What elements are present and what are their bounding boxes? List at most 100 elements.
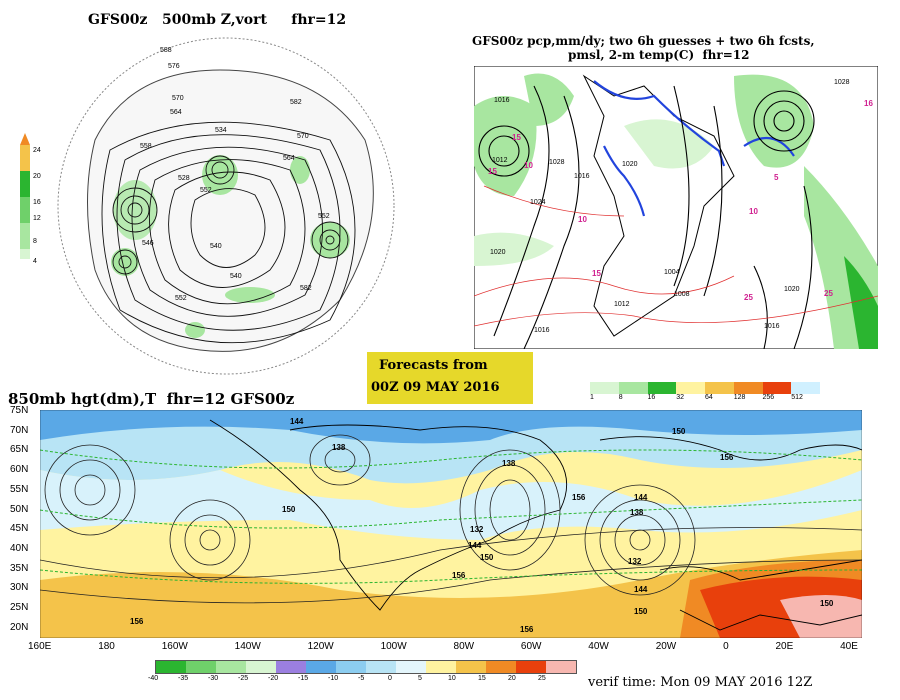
cbar850-label: 25: [538, 675, 546, 682]
svg-text:150: 150: [480, 553, 494, 562]
cbarp-label-1: 1: [590, 394, 594, 401]
svg-text:138: 138: [332, 443, 346, 452]
cbarp-label-128: 128: [733, 394, 746, 401]
svg-text:582: 582: [300, 285, 312, 292]
svg-text:564: 564: [283, 155, 295, 162]
svg-text:1020: 1020: [490, 249, 506, 256]
lon-label: 20E: [775, 641, 794, 652]
svg-text:1016: 1016: [494, 97, 510, 104]
lat-axis: 75N 70N 65N 60N 55N 50N 45N 40N 35N 30N …: [10, 405, 40, 633]
cbar850-label: -35: [178, 675, 189, 682]
svg-text:564: 564: [170, 109, 182, 116]
svg-text:156: 156: [572, 493, 586, 502]
lat-label: 20N: [10, 621, 29, 633]
svg-text:144: 144: [290, 417, 304, 426]
svg-text:15: 15: [512, 133, 521, 142]
panel-850mb-title: 850mb hgt(dm),T fhr=12 GFS00z: [8, 390, 295, 408]
svg-text:1020: 1020: [784, 286, 800, 293]
svg-text:156: 156: [130, 617, 144, 626]
lon-label: 60W: [520, 641, 542, 652]
svg-text:132: 132: [628, 557, 642, 566]
cbar850-label: -5: [358, 675, 365, 682]
cbar500-label-8: 8: [33, 238, 37, 245]
verif-time: verif time: Mon 09 MAY 2016 12Z: [588, 675, 813, 690]
cbar850-label: 5: [418, 675, 422, 682]
lat-label: 75N: [10, 405, 29, 416]
svg-text:552: 552: [318, 213, 330, 220]
svg-text:528: 528: [178, 175, 190, 182]
svg-text:144: 144: [634, 493, 648, 502]
cbar850-label: -40: [148, 675, 159, 682]
svg-text:1020: 1020: [622, 161, 638, 168]
svg-text:552: 552: [200, 187, 212, 194]
svg-text:540: 540: [210, 243, 222, 250]
cbar850-label: -10: [328, 675, 339, 682]
svg-text:1012: 1012: [492, 157, 508, 164]
svg-text:540: 540: [230, 273, 242, 280]
svg-text:570: 570: [297, 133, 309, 140]
svg-text:15: 15: [488, 167, 497, 176]
lat-label: 70N: [10, 424, 29, 436]
cbar850-label: 15: [478, 675, 486, 682]
svg-text:1008: 1008: [674, 291, 690, 298]
cbar850-label: -20: [268, 675, 279, 682]
svg-text:1004: 1004: [664, 269, 680, 276]
svg-text:1016: 1016: [574, 173, 590, 180]
colorbar-500mb: [20, 133, 30, 259]
cbarp-label-512: 512: [791, 394, 803, 401]
cbar500-label-20: 20: [33, 173, 41, 180]
lon-label: 140W: [234, 641, 261, 652]
panel-precip-title-1: GFS00z pcp,mm/dy; two 6h guesses + two 6…: [472, 34, 815, 48]
cbar500-label-12: 12: [33, 215, 41, 222]
forecast-box-line2: 00Z 09 MAY 2016: [371, 380, 500, 395]
svg-text:150: 150: [634, 607, 648, 616]
svg-text:1016: 1016: [764, 323, 780, 330]
svg-text:558: 558: [140, 143, 152, 150]
cbarp-label-8: 8: [618, 394, 623, 401]
svg-text:1028: 1028: [549, 159, 565, 166]
svg-text:150: 150: [282, 505, 296, 514]
lon-label: 100W: [380, 641, 407, 652]
lon-label: 0: [723, 641, 729, 652]
svg-text:156: 156: [520, 625, 534, 634]
cbarp-label-32: 32: [676, 394, 685, 401]
lat-label: 45N: [10, 523, 29, 535]
lat-label: 35N: [10, 562, 29, 574]
cbar500-label-4: 4: [33, 258, 37, 265]
lon-label: 40E: [840, 641, 858, 652]
cbarp-label-256: 256: [762, 394, 775, 401]
lon-label: 160W: [161, 641, 188, 652]
cbar850-label: -15: [298, 675, 309, 682]
lon-label: 160E: [28, 641, 52, 652]
forecast-box-line1: Forecasts from: [379, 358, 488, 373]
colorbar-850mb: [155, 660, 577, 674]
svg-text:150: 150: [672, 427, 686, 436]
lat-label: 40N: [10, 543, 29, 555]
svg-text:1024: 1024: [530, 199, 546, 206]
lat-label: 55N: [10, 483, 29, 495]
svg-text:588: 588: [160, 47, 172, 54]
lat-label: 65N: [10, 444, 29, 456]
lon-label: 20W: [655, 641, 677, 652]
lat-label: 60N: [10, 464, 29, 476]
svg-text:582: 582: [290, 99, 302, 106]
svg-text:10: 10: [749, 207, 758, 216]
svg-text:1016: 1016: [534, 327, 550, 334]
lat-label: 30N: [10, 582, 29, 594]
svg-text:138: 138: [502, 459, 516, 468]
cbarp-label-64: 64: [705, 394, 713, 401]
cbar850-label: -25: [238, 675, 249, 682]
lon-label: 120W: [307, 641, 334, 652]
lon-label: 80W: [453, 641, 475, 652]
cbar850-label: 0: [388, 675, 392, 682]
svg-text:16: 16: [864, 99, 873, 108]
svg-text:25: 25: [744, 293, 753, 302]
svg-text:15: 15: [592, 269, 601, 278]
panel-500mb-title: GFS00z 500mb Z,vort fhr=12: [88, 12, 347, 28]
svg-text:1012: 1012: [614, 301, 630, 308]
colorbar-precip-labels: 1 8 16 32 64 128 256 512: [590, 394, 820, 401]
svg-text:10: 10: [578, 215, 587, 224]
